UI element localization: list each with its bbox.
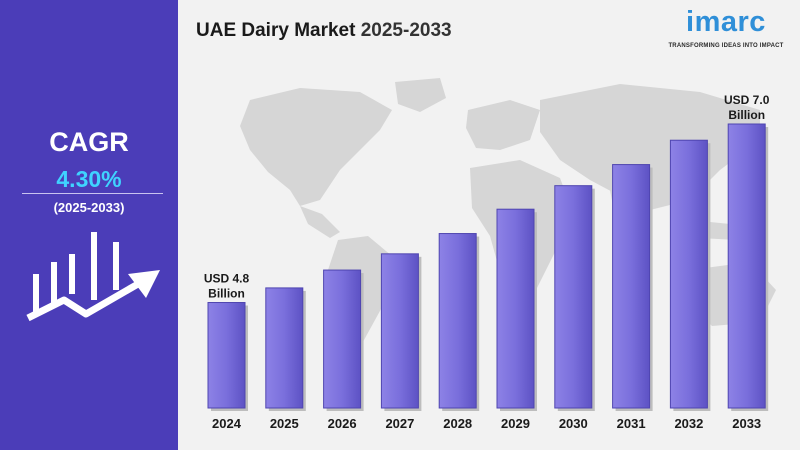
bar-2033 (727, 123, 766, 409)
bar-2031 (612, 164, 651, 409)
cagr-value: 4.30% (56, 166, 122, 192)
title-prefix: UAE Dairy Market (196, 20, 356, 41)
logo-word: imarc (686, 6, 766, 38)
data-label: Billion (208, 287, 245, 301)
bar-2027 (380, 253, 419, 409)
x-tick-label: 2029 (501, 416, 530, 431)
logo-tagline: TRANSFORMING IDEAS INTO IMPACT (668, 43, 784, 49)
x-tick-label: 2024 (212, 416, 242, 431)
bar-2030 (554, 185, 593, 409)
x-tick-label: 2032 (674, 416, 703, 431)
x-tick-label: 2028 (443, 416, 472, 431)
data-label: USD 7.0 (724, 93, 770, 107)
bar-2026 (323, 269, 362, 409)
x-tick-label: 2025 (270, 416, 299, 431)
bar-2024 (207, 302, 246, 409)
x-tick-label: 2030 (559, 416, 588, 431)
cagr-label: CAGR (49, 127, 129, 157)
data-label: USD 4.8 (204, 272, 250, 286)
bar-2025 (265, 287, 304, 409)
bar-2028 (438, 233, 477, 409)
cagr-panel: CAGR 4.30% (2025-2033) (0, 0, 178, 450)
cagr-period: (2025-2033) (53, 200, 125, 215)
bar-2032 (669, 139, 708, 409)
divider (22, 193, 163, 194)
x-tick-label: 2026 (328, 416, 357, 431)
chart-title: UAE Dairy Market 2025-2033 (196, 20, 452, 42)
x-tick-label: 2031 (617, 416, 646, 431)
data-label: Billion (728, 108, 765, 122)
growth-bar-chart-arrow-icon (26, 232, 160, 322)
x-tick-label: 2027 (385, 416, 414, 431)
x-tick-label: 2033 (732, 416, 761, 431)
imarc-logo: imarc TRANSFORMING IDEAS INTO IMPACT (660, 6, 792, 56)
bar-2029 (496, 208, 535, 409)
title-years: 2025-2033 (360, 20, 452, 41)
